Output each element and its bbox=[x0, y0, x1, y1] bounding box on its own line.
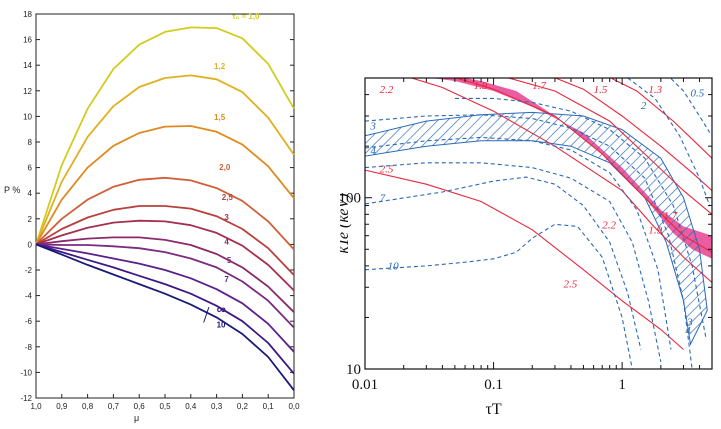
x-tick-label: 0,0 bbox=[288, 402, 300, 411]
x-tick-label: 0,1 bbox=[263, 402, 275, 411]
series-label: 10 bbox=[217, 321, 226, 330]
contour-label: 2.5 bbox=[564, 278, 578, 290]
series-label: 1,2 bbox=[214, 62, 226, 71]
label-leader-line bbox=[203, 306, 210, 323]
dashed-contour-line bbox=[365, 136, 672, 350]
series-line bbox=[35, 236, 295, 313]
x-tick-label: 1 bbox=[618, 377, 626, 393]
series-line bbox=[35, 243, 295, 353]
dashed-contour-line bbox=[365, 114, 693, 369]
y-tick-label: 14 bbox=[23, 61, 32, 70]
x-tick-label: 0,4 bbox=[185, 402, 197, 411]
contour-label: 4 bbox=[370, 145, 376, 157]
y-tick-label: -12 bbox=[20, 394, 32, 403]
x-tick-label: 0,5 bbox=[159, 402, 171, 411]
dashed-contour-line bbox=[669, 78, 711, 133]
y-tick-label: 16 bbox=[23, 36, 32, 45]
contour-label: 1.9 bbox=[474, 80, 488, 92]
contour-label: 1.7 bbox=[532, 80, 546, 92]
y-tick-label: -4 bbox=[25, 292, 33, 301]
y-tick-label: 0 bbox=[28, 240, 33, 249]
x-axis-label: μ bbox=[134, 413, 139, 423]
x-axis-label: τT bbox=[485, 401, 501, 418]
series-label: 1,5 bbox=[214, 113, 226, 122]
x-tick-label: 0,7 bbox=[108, 402, 120, 411]
series-line bbox=[35, 26, 295, 245]
y-tick-label: 6 bbox=[28, 164, 33, 173]
y-tick-label: 12 bbox=[23, 87, 32, 96]
y-axis-label: kTe (keV) bbox=[340, 193, 352, 253]
contour-label: 3 bbox=[369, 121, 376, 133]
contour-label: 10 bbox=[388, 261, 400, 273]
series-line bbox=[35, 74, 295, 245]
y-tick-label: 4 bbox=[28, 189, 33, 198]
contour-label: 1.7 bbox=[664, 210, 678, 222]
dashed-contour-line bbox=[365, 162, 662, 363]
solid-contour-line bbox=[409, 78, 712, 283]
series-line bbox=[35, 243, 295, 329]
contour-label: 1.3 bbox=[648, 84, 662, 96]
solid-contour-line bbox=[365, 169, 684, 350]
y-tick-label: 2 bbox=[28, 215, 33, 224]
left-polarization-chart: 1,0 0,9 0,8 0,7 0,6 0,5 0,4 0,3 0,2 0,1 0,0 18 16 14 1… bbox=[4, 10, 300, 423]
right-temperature-chart: 2.22.51.9 1.7 1.5 1.3 0.52347102.22.51.91.73… bbox=[340, 77, 713, 418]
series-label: 2,5 bbox=[222, 193, 234, 202]
dashed-contour-line bbox=[365, 223, 633, 369]
dashed-contour-line bbox=[365, 176, 642, 350]
solid-contour-line bbox=[609, 78, 712, 159]
x-tick-label: 0,2 bbox=[237, 402, 249, 411]
y-tick-label: 18 bbox=[23, 10, 32, 19]
plot-area: 2.22.51.9 1.7 1.5 1.3 0.52347102.22.51.91.73… bbox=[365, 78, 712, 369]
y-axis-label: P % bbox=[4, 185, 20, 195]
y-tick-label: 100 bbox=[340, 191, 361, 207]
contour-label: 1.9 bbox=[648, 224, 662, 236]
solid-contour-line bbox=[506, 78, 712, 215]
series-label: 3 bbox=[224, 213, 229, 222]
series-line bbox=[35, 176, 295, 251]
solid-contour-line bbox=[454, 78, 712, 253]
contour-label: 2.2 bbox=[602, 220, 616, 232]
series-label: 5 bbox=[227, 256, 232, 265]
x-tick-label: 0,3 bbox=[211, 402, 223, 411]
series-line bbox=[35, 125, 295, 245]
series-line bbox=[35, 243, 295, 391]
x-tick-label: 0,9 bbox=[56, 402, 68, 411]
x-tick-label: 0,6 bbox=[134, 402, 146, 411]
y-tick-label: -8 bbox=[25, 343, 33, 352]
series-label: ∞ bbox=[217, 302, 226, 317]
y-tick-label: -6 bbox=[25, 317, 33, 326]
contour-label: 2 bbox=[641, 100, 647, 112]
dashed-contour-line bbox=[454, 97, 707, 339]
plot-frame bbox=[364, 77, 713, 370]
y-tick-label: -2 bbox=[25, 266, 33, 275]
contour-label: 1.5 bbox=[594, 84, 608, 96]
x-tick-label: 1,0 bbox=[30, 402, 42, 411]
series-line bbox=[35, 219, 295, 292]
series-label: 7 bbox=[224, 275, 229, 284]
contour-label: 0.5 bbox=[690, 87, 704, 99]
dashed-contour-line bbox=[626, 78, 711, 206]
contour-label: 3 bbox=[686, 316, 693, 328]
series-line bbox=[35, 243, 295, 375]
x-tick-label: 0,8 bbox=[82, 402, 94, 411]
series-label: 4 bbox=[224, 237, 229, 246]
x-tick-label: 0.01 bbox=[352, 377, 378, 393]
series-label: τ₀ = 1,0 bbox=[232, 12, 260, 21]
y-tick-label: 10 bbox=[346, 362, 361, 378]
series-label: 2,0 bbox=[219, 163, 231, 172]
contour-label: 2.2 bbox=[380, 84, 394, 96]
contour-label: 2.5 bbox=[380, 164, 394, 176]
x-tick-label: 0.1 bbox=[484, 377, 503, 393]
contour-label: 7 bbox=[380, 193, 386, 205]
y-tick-label: 8 bbox=[28, 138, 33, 147]
solid-contour-line bbox=[553, 78, 712, 192]
contour-label: 4 bbox=[685, 325, 691, 337]
y-tick-label: -10 bbox=[20, 368, 32, 377]
series-line bbox=[35, 205, 295, 276]
y-tick-label: 10 bbox=[23, 112, 32, 121]
